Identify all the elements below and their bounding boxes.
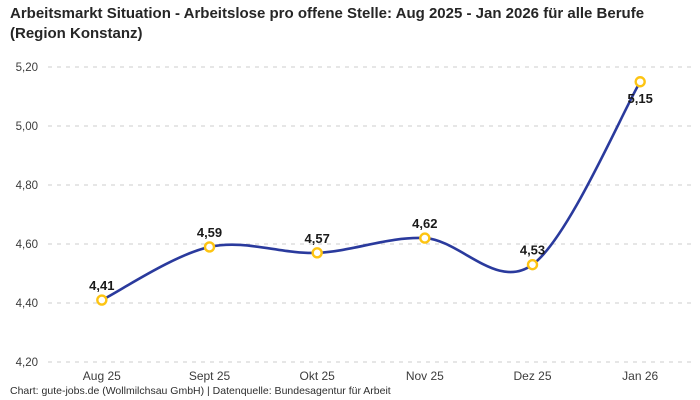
x-tick-label: Sept 25 <box>189 369 231 383</box>
data-point-marker <box>634 76 646 88</box>
data-point-marker <box>526 258 539 271</box>
data-point-label: 5,15 <box>628 91 653 106</box>
x-tick-label: Aug 25 <box>83 369 121 383</box>
data-point-label: 4,62 <box>412 216 437 231</box>
line-chart: 4,20 4,40 4,60 4,80 5,00 5,20 Aug 25 Sept 25 Okt… <box>16 62 694 383</box>
data-point-marker <box>203 241 216 253</box>
chart-title: Arbeitsmarkt Situation - Arbeitslose pro… <box>10 5 645 43</box>
y-tick-label: 4,20 <box>16 357 38 369</box>
y-tick-label: 5,00 <box>16 121 38 133</box>
x-tick-label: Dez 25 <box>513 369 551 383</box>
data-point-marker <box>311 247 323 259</box>
attribution-text: Chart: gute-jobs.de (Wollmilchsau GmbH) … <box>10 385 391 397</box>
data-point-label: 4,59 <box>197 225 222 240</box>
x-tick-label: Nov 25 <box>406 369 444 383</box>
y-tick-label: 4,80 <box>16 180 38 192</box>
trend-line <box>100 80 642 302</box>
x-tick-label: Okt 25 <box>299 369 335 383</box>
y-tick-label: 5,20 <box>16 62 38 74</box>
x-tick-label: Jan 26 <box>622 369 658 383</box>
data-point-label: 4,53 <box>520 243 545 258</box>
data-point-marker <box>96 294 108 306</box>
data-point-label: 4,41 <box>89 278 114 293</box>
data-point-marker <box>419 232 431 244</box>
y-tick-label: 4,60 <box>16 239 38 251</box>
y-tick-label: 4,40 <box>16 298 38 310</box>
data-point-label: 4,57 <box>305 231 330 246</box>
